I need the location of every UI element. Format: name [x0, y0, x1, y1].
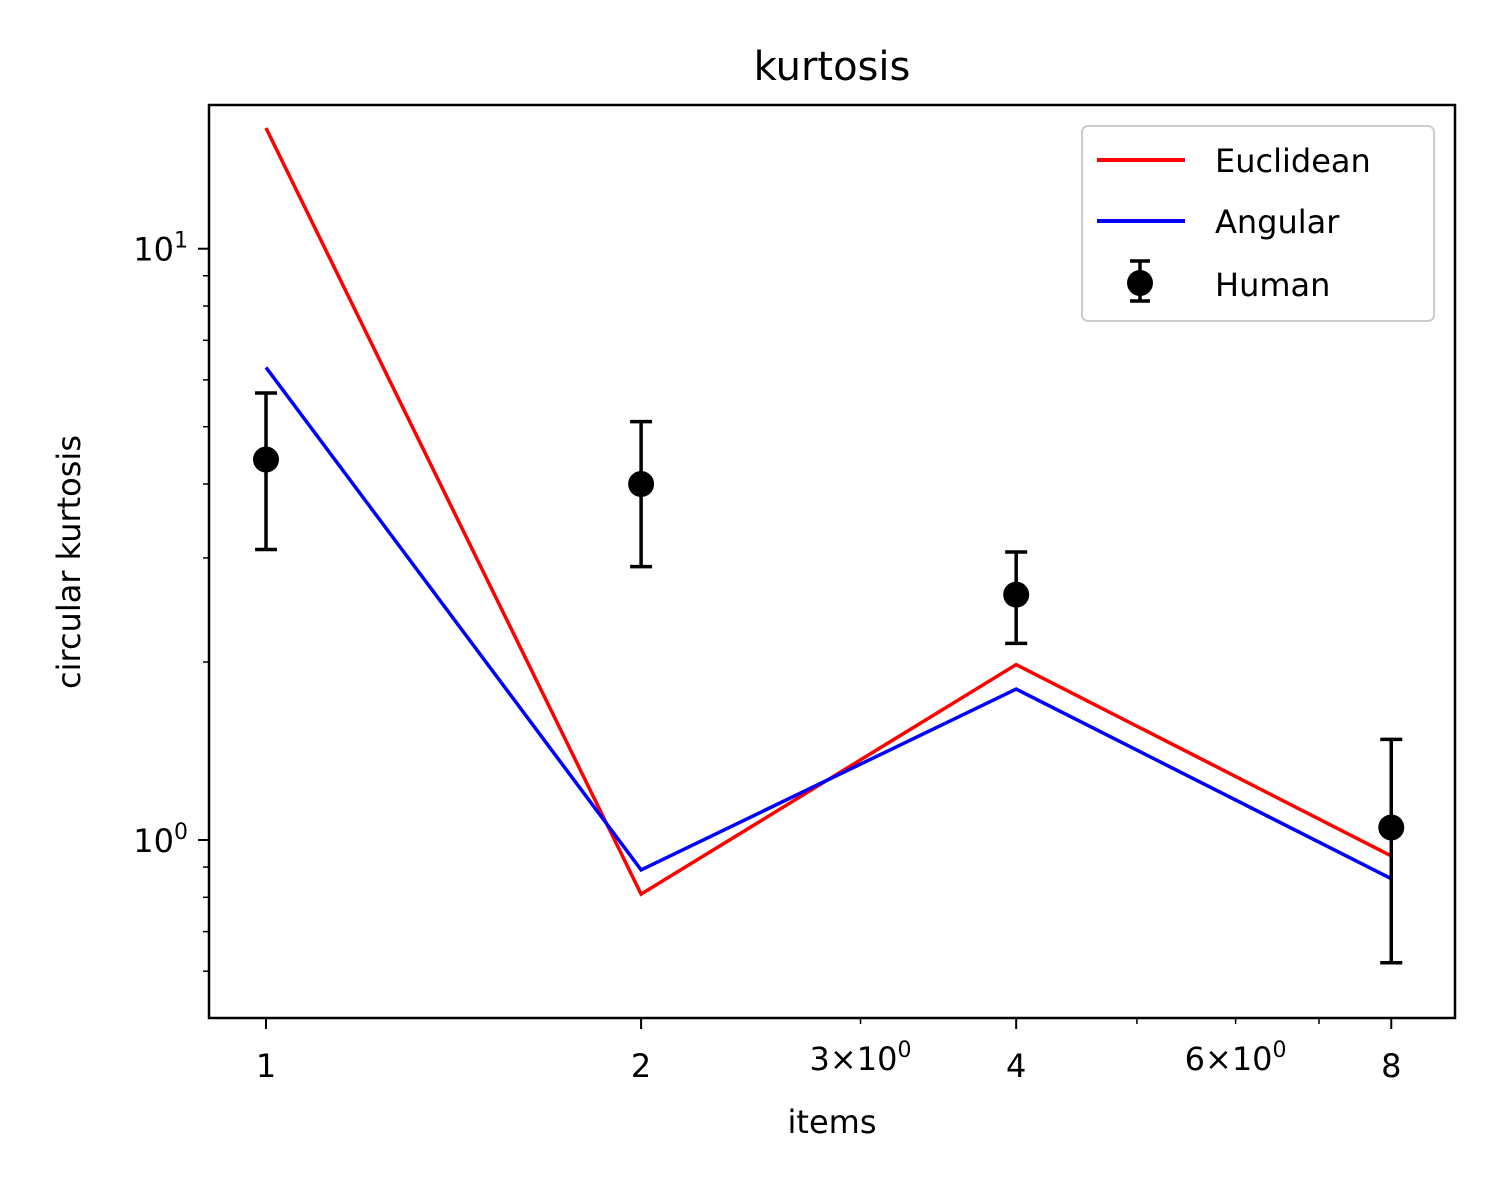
x-tick-label: 1 — [256, 1047, 276, 1085]
errorbar-point-human-2 — [1003, 550, 1030, 646]
x-tick-label: 6×100 — [1185, 1038, 1287, 1078]
y-tick-label: 100 — [133, 820, 188, 860]
legend-label-euclidean: Euclidean — [1215, 142, 1371, 180]
axes-frame — [207, 103, 1457, 1020]
errorbar-point-human-3 — [1378, 737, 1405, 965]
y-tick-label: 101 — [133, 229, 188, 269]
data-point-human — [628, 471, 655, 498]
x-tick-label: 3×100 — [810, 1038, 912, 1078]
legend-label-angular: Angular — [1215, 203, 1340, 241]
y-axis-label: circular kurtosis — [50, 435, 88, 689]
legend-swatch-human — [1127, 259, 1153, 303]
data-point-human — [253, 446, 280, 473]
x-tick-label: 2 — [631, 1047, 651, 1085]
x-axis: 1 2 3×100 4 6×100 8 — [256, 1018, 1401, 1085]
data-point-human — [1378, 814, 1405, 841]
errorbar-point-human-0 — [253, 391, 280, 552]
legend: Euclidean Angular Human — [1081, 125, 1435, 322]
legend-frame — [1081, 125, 1435, 322]
x-tick-label: 4 — [1006, 1047, 1026, 1085]
chart-title: kurtosis — [754, 44, 911, 90]
series-line-angular — [264, 366, 1393, 881]
data-point-human — [1003, 581, 1030, 608]
y-axis: 100 101 — [133, 229, 209, 972]
legend-label-human: Human — [1215, 266, 1330, 304]
plot-area — [253, 127, 1405, 965]
x-axis-label: items — [788, 1103, 877, 1141]
errorbar-point-human-1 — [628, 419, 655, 569]
x-tick-label: 8 — [1381, 1047, 1401, 1085]
